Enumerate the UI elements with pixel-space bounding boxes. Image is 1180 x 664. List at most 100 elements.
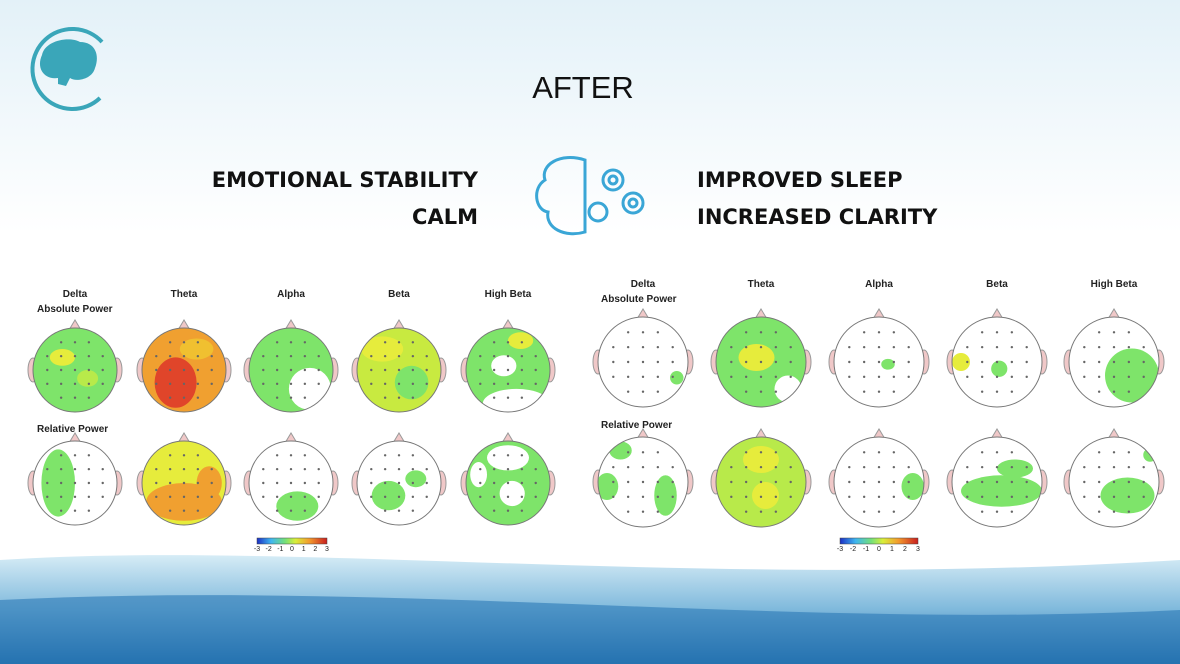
- electrode: [168, 509, 172, 512]
- colorbar: [839, 537, 919, 545]
- electrode: [479, 382, 482, 386]
- electrode: [411, 481, 415, 485]
- electrode: [1010, 465, 1014, 469]
- electrode: [411, 368, 415, 372]
- electrode: [641, 480, 645, 484]
- electrode: [303, 509, 307, 512]
- electrode: [671, 480, 674, 484]
- electrode: [1112, 331, 1116, 334]
- electrode: [759, 510, 763, 513]
- head-map: [460, 432, 556, 526]
- head-outline: [715, 436, 807, 528]
- row-label: Absolute Power: [601, 294, 677, 305]
- electrode: [168, 467, 172, 471]
- electrode: [759, 390, 763, 393]
- electrode: [759, 465, 763, 469]
- nose: [872, 308, 886, 320]
- nose: [990, 428, 1004, 440]
- electrode: [774, 360, 778, 364]
- nose: [68, 319, 82, 331]
- head-map: [1063, 308, 1165, 408]
- electrode: [506, 481, 510, 485]
- electrode: [774, 331, 778, 334]
- electrode: [759, 360, 763, 364]
- electrode: [262, 368, 265, 372]
- electrode: [182, 481, 186, 485]
- electrode: [397, 382, 401, 386]
- electrode: [182, 509, 186, 512]
- electrode: [275, 495, 279, 499]
- electrode: [87, 481, 91, 485]
- electrode: [182, 354, 186, 358]
- electrode: [492, 396, 496, 399]
- electrode: [641, 495, 645, 499]
- electrode: [641, 345, 645, 349]
- electrode: [1127, 345, 1131, 349]
- activity-blob: [196, 466, 222, 500]
- electrode: [980, 375, 984, 379]
- electrode: [289, 382, 293, 386]
- head-map: [27, 432, 123, 526]
- colorbar-label: 3: [325, 546, 329, 553]
- electrode: [774, 451, 778, 454]
- electrode: [275, 354, 279, 358]
- electrode: [534, 354, 537, 358]
- electrode: [275, 368, 279, 372]
- electrode: [1142, 480, 1145, 484]
- nose: [392, 319, 406, 331]
- electrode: [656, 345, 660, 349]
- electrode: [101, 481, 104, 485]
- electrode: [262, 467, 265, 471]
- electrode: [73, 467, 77, 471]
- electrode: [479, 495, 482, 499]
- electrode: [641, 375, 645, 379]
- activity-blob: [499, 480, 525, 507]
- head-outline: [951, 436, 1043, 528]
- electrode: [907, 345, 910, 349]
- electrode: [1025, 375, 1028, 379]
- electrode: [656, 465, 660, 469]
- row-label: Relative Power: [37, 424, 108, 435]
- electrode: [656, 480, 660, 484]
- electrode: [862, 451, 866, 454]
- electrode: [59, 382, 63, 386]
- electrode: [1127, 390, 1131, 393]
- electrode: [534, 481, 537, 485]
- electrode: [59, 368, 63, 372]
- electrode: [411, 454, 415, 457]
- electrode: [1025, 495, 1028, 499]
- head-map: [243, 319, 339, 413]
- electrode: [980, 495, 984, 499]
- electrode: [383, 495, 387, 499]
- electrode: [744, 331, 748, 334]
- electrode: [210, 495, 213, 499]
- electrode: [862, 375, 866, 379]
- electrode: [1112, 465, 1116, 469]
- electrode: [848, 495, 851, 499]
- electrode: [196, 354, 200, 358]
- electrode: [46, 495, 49, 499]
- activity-blob: [901, 473, 924, 500]
- electrode: [59, 454, 63, 457]
- electrode: [73, 368, 77, 372]
- nose: [990, 308, 1004, 320]
- electrode: [383, 454, 387, 457]
- electrode: [383, 354, 387, 358]
- head-outline: [833, 316, 925, 408]
- nose: [754, 428, 768, 440]
- electrode: [907, 480, 910, 484]
- colorbar-label: 3: [916, 546, 920, 553]
- electrode: [877, 510, 881, 513]
- electrode: [303, 481, 307, 485]
- band-label: Alpha: [865, 279, 893, 290]
- electrode: [506, 396, 510, 399]
- electrode: [196, 341, 200, 344]
- nose: [1107, 428, 1121, 440]
- electrode: [1142, 375, 1145, 379]
- electrode: [995, 510, 999, 513]
- electrode: [744, 451, 748, 454]
- electrode: [303, 467, 307, 471]
- electrode: [774, 480, 778, 484]
- electrode: [101, 382, 104, 386]
- activity-blob: [961, 475, 1042, 507]
